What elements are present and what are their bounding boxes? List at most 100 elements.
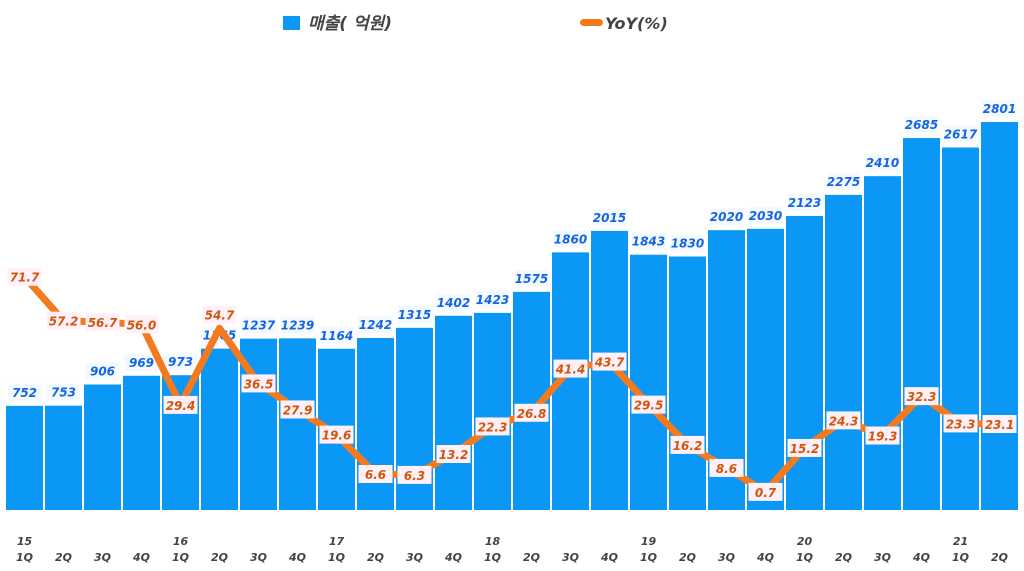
revenue-label-bg: [943, 125, 978, 143]
yoy-data-label: 22.3: [478, 420, 508, 434]
revenue-bar: [825, 194, 862, 510]
x-quarter-label: 1Q: [796, 551, 813, 564]
revenue-label-bg: [514, 269, 549, 287]
revenue-data-label: 1843: [632, 235, 665, 249]
x-year-label: 21: [953, 535, 968, 548]
revenue-bar: [279, 338, 316, 510]
x-quarter-label: 2Q: [835, 551, 852, 564]
revenue-label-bg: [475, 290, 510, 308]
yoy-data-label: 0.7: [755, 486, 777, 500]
yoy-label-bg: [826, 411, 861, 430]
x-quarter-label: 1Q: [172, 551, 189, 564]
revenue-bar: [357, 337, 394, 510]
revenue-data-label: 2685: [905, 118, 938, 132]
revenue-bar: [630, 254, 667, 510]
yoy-data-label: 6.6: [365, 468, 386, 482]
revenue-label-bg: [397, 305, 432, 323]
yoy-label-bg: [280, 400, 315, 419]
revenue-label-bg: [592, 208, 627, 226]
revenue-label-bg: [865, 154, 900, 172]
x-quarter-label: 3Q: [406, 551, 423, 564]
x-quarter-label: 1Q: [328, 551, 345, 564]
revenue-data-label: 2410: [866, 156, 899, 170]
x-quarter-label: 1Q: [16, 551, 33, 564]
x-year-label: 20: [797, 535, 813, 548]
yoy-data-label: 32.3: [907, 390, 937, 404]
legend-label-yoy: YoY(%): [605, 14, 668, 33]
yoy-label-bg: [904, 387, 939, 406]
yoy-data-label: 8.6: [716, 462, 737, 476]
yoy-data-label: 16.2: [673, 439, 703, 453]
yoy-data-label: 41.4: [555, 363, 586, 377]
revenue-label-bg: [124, 353, 159, 371]
revenue-bar: [6, 405, 43, 510]
revenue-data-label: 2123: [788, 196, 821, 210]
yoy-data-label: 19.3: [868, 430, 898, 444]
revenue-data-label: 753: [51, 386, 76, 400]
x-quarter-label: 2Q: [523, 551, 540, 564]
yoy-label-bg: [7, 267, 42, 286]
revenue-bar: [45, 405, 82, 510]
revenue-data-label: 1315: [398, 308, 431, 322]
legend-label-revenue: 매출( 억원): [308, 14, 392, 34]
legend-swatch-yoy: [580, 19, 603, 26]
revenue-data-label: 2275: [827, 175, 860, 189]
yoy-label-bg: [436, 445, 471, 464]
x-quarter-label: 2Q: [679, 551, 696, 564]
yoy-data-label: 54.7: [205, 309, 235, 323]
revenue-data-label: 1423: [476, 293, 509, 307]
yoy-label-bg: [163, 395, 198, 414]
revenue-data-label: 1575: [515, 272, 548, 286]
revenue-bar: [981, 122, 1018, 510]
revenue-bar: [201, 348, 238, 510]
revenue-data-label: 2030: [749, 209, 782, 223]
revenue-label-bg: [748, 206, 783, 224]
yoy-data-label: 27.9: [283, 403, 313, 417]
revenue-label-bg: [709, 208, 744, 226]
revenue-bar: [123, 375, 160, 510]
yoy-data-label: 23.1: [985, 418, 1015, 432]
x-year-label: 15: [17, 535, 33, 548]
legend-swatch-revenue: [283, 16, 300, 30]
yoy-data-label: 29.5: [634, 399, 664, 413]
yoy-label-bg: [46, 311, 81, 330]
x-quarter-label: 4Q: [132, 551, 150, 564]
revenue-label-bg: [241, 316, 276, 334]
x-quarter-label: 3Q: [718, 551, 735, 564]
yoy-data-label: 23.3: [946, 417, 976, 431]
revenue-label-bg: [631, 232, 666, 250]
yoy-label-bg: [85, 313, 120, 332]
revenue-data-label: 2801: [983, 102, 1016, 116]
revenue-label-bg: [7, 383, 42, 401]
x-quarter-label: 4Q: [288, 551, 306, 564]
revenue-data-label: 1242: [359, 318, 392, 332]
yoy-label-bg: [865, 426, 900, 445]
revenue-data-label: 1164: [320, 329, 353, 343]
x-quarter-label: 4Q: [912, 551, 930, 564]
x-quarter-label: 4Q: [756, 551, 774, 564]
x-quarter-label: 1Q: [484, 551, 501, 564]
x-quarter-label: 3Q: [250, 551, 267, 564]
revenue-data-label: 2617: [944, 127, 978, 141]
yoy-data-label: 71.7: [10, 271, 40, 285]
yoy-label-bg: [592, 352, 627, 371]
revenue-data-label: 906: [90, 364, 115, 378]
revenue-label-bg: [553, 230, 588, 248]
revenue-data-label: 2020: [710, 210, 743, 224]
yoy-label-bg: [475, 417, 510, 436]
yoy-label-bg: [553, 359, 588, 378]
legend: 매출( 억원) YoY(%): [283, 14, 668, 34]
revenue-bar: [747, 228, 784, 511]
revenue-label-bg: [826, 172, 861, 190]
revenue-label-bg: [319, 326, 354, 344]
yoy-label-bg: [124, 315, 159, 334]
yoy-label-bg: [358, 465, 393, 484]
revenue-bar: [903, 138, 940, 510]
x-year-label: 18: [485, 535, 501, 548]
yoy-data-label: 19.6: [322, 429, 352, 443]
revenue-bar: [942, 147, 979, 510]
yoy-data-label: 29.4: [166, 399, 196, 413]
x-quarter-label: 3Q: [562, 551, 579, 564]
revenue-bar: [864, 176, 901, 510]
